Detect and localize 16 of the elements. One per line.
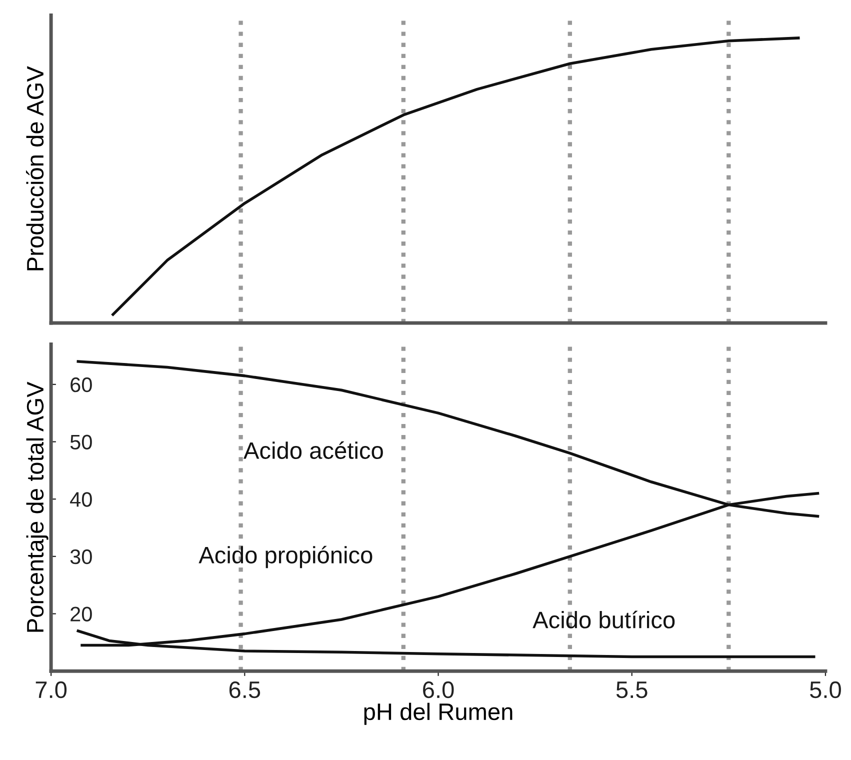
y-tick-label: 60 (70, 377, 92, 392)
series-label: Acido propiónico (198, 546, 372, 568)
y-axis-title: Porcentaje de total AGV (26, 382, 48, 632)
x-tick-label: 7.0 (36, 681, 67, 698)
y-axis-title: Producción de AGV (26, 66, 44, 270)
series-label: Acido acético (244, 441, 383, 459)
x-tick-label: 6.5 (229, 681, 260, 698)
x-axis-title: pH del Rumen (364, 702, 512, 725)
x-tick-label: 6.0 (423, 681, 454, 698)
y-tick-label: 20 (70, 606, 92, 622)
y-tick-label: 30 (70, 549, 92, 564)
y-tick-label: 40 (70, 492, 92, 507)
x-tick-label: 5.0 (810, 681, 841, 698)
x-tick-label: 5.5 (616, 682, 648, 698)
y-tick-label: 50 (70, 434, 92, 450)
series-label: Acido butírico (532, 610, 675, 628)
